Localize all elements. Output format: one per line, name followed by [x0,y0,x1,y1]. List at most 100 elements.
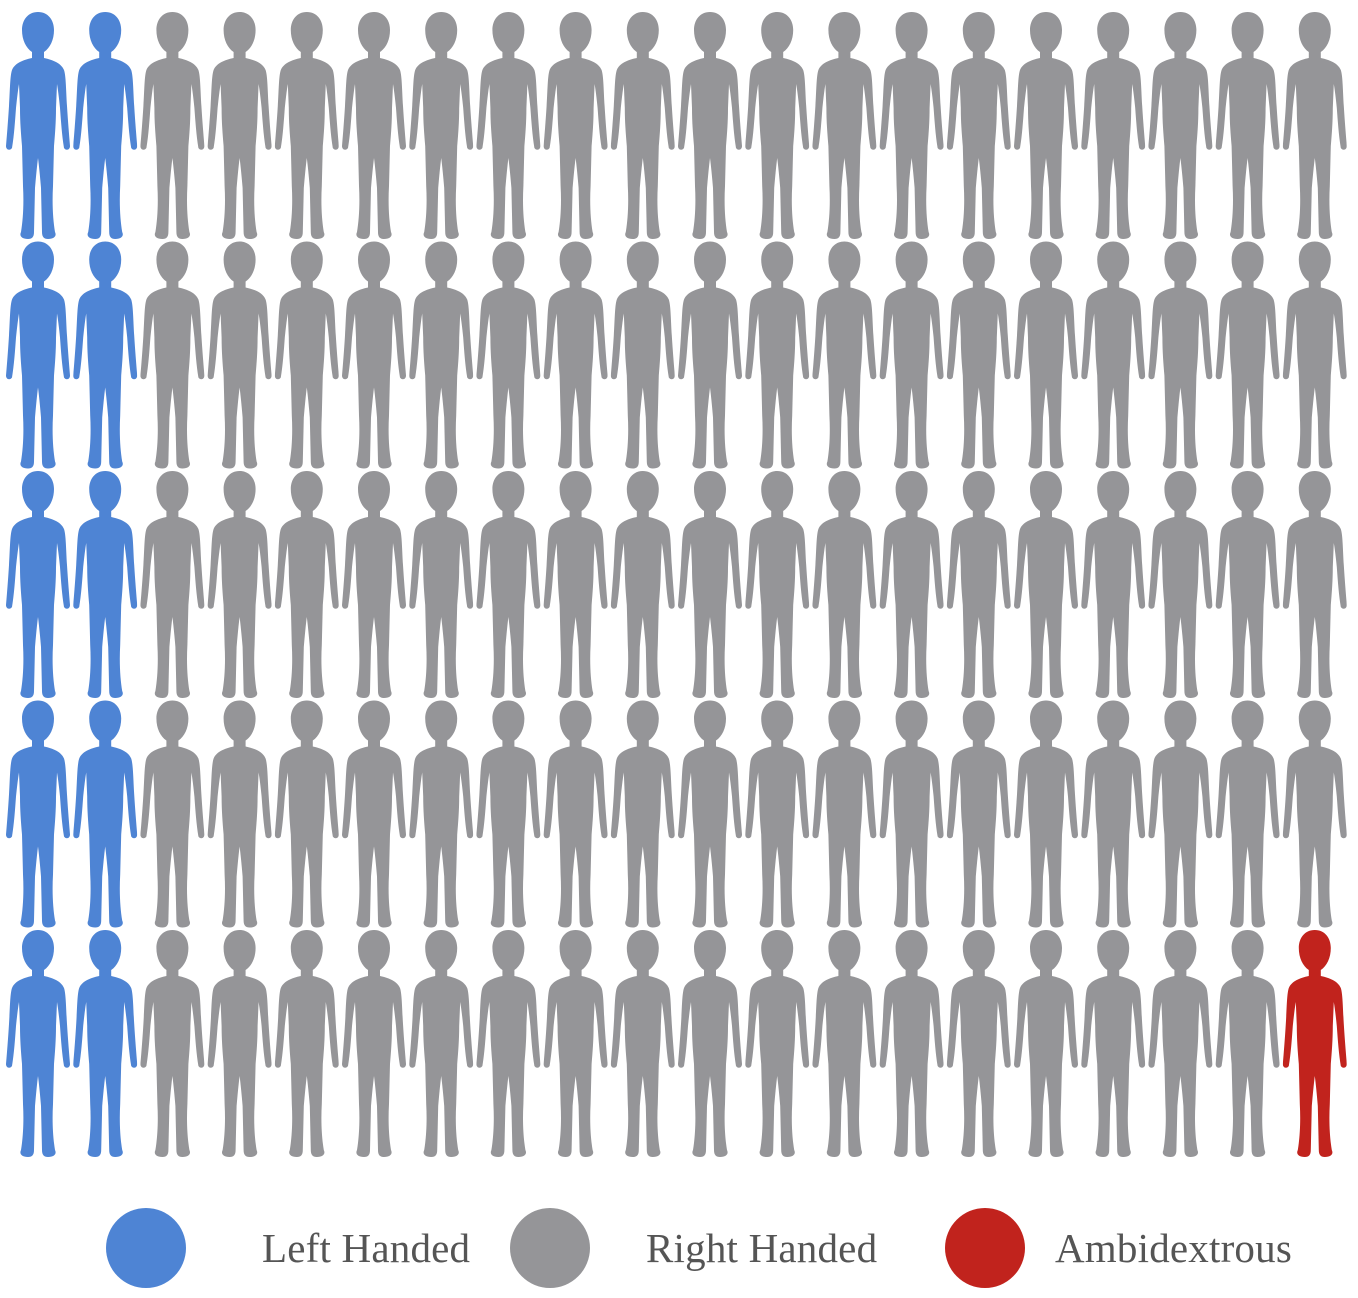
person-icon-right-handed [610,471,675,698]
person-icon-right-handed [409,930,474,1157]
person-icon-right-handed [812,700,877,928]
person-icon-right-handed [678,930,742,1157]
person-icon-right-handed [745,12,810,239]
person-icon-right-handed [476,241,541,469]
person-icon-right-handed [543,241,608,469]
person-icon-right-handed [946,930,1011,1157]
person-icon-right-handed [1014,471,1078,698]
person-icon-right-handed [543,12,608,239]
person-icon-right-handed [476,930,541,1157]
person-icon-right-handed [1148,12,1213,239]
person-icon-right-handed [1282,12,1347,239]
person-icon-right-handed [140,12,205,239]
person-icon-right-handed [342,700,406,928]
person-icon-right-handed [879,12,944,239]
person-icon-right-handed [1282,471,1347,698]
person-icon-right-handed [476,471,541,698]
person-icon-right-handed [1282,700,1347,928]
person-icon-left-handed [73,12,138,239]
person-icon-right-handed [342,241,406,469]
person-icon-right-handed [745,241,810,469]
person-icon-right-handed [207,12,272,239]
person-icon-left-handed [6,930,70,1157]
person-icon-right-handed [610,930,675,1157]
person-icon-left-handed [6,471,70,698]
person-icon-right-handed [1148,471,1213,698]
person-icon-left-handed [73,471,138,698]
person-icon-right-handed [476,12,541,239]
person-icon-right-handed [409,12,474,239]
person-icon-right-handed [207,700,272,928]
legend-swatch-ambidextrous [945,1208,1025,1288]
legend-label-right-handed: Right Handed [646,1225,878,1271]
person-icon-right-handed [1215,930,1280,1157]
person-icon-right-handed [274,930,339,1157]
person-icon-right-handed [140,241,205,469]
person-icon-left-handed [73,700,138,928]
person-icon-right-handed [678,241,742,469]
person-icon-right-handed [543,930,608,1157]
person-icon-right-handed [409,241,474,469]
person-icon-right-handed [1014,241,1078,469]
person-icon-right-handed [610,12,675,239]
person-icon-right-handed [543,700,608,928]
person-icon-right-handed [745,700,810,928]
person-icon-right-handed [879,930,944,1157]
person-icon-right-handed [879,241,944,469]
person-icon-right-handed [207,241,272,469]
person-icon-right-handed [879,700,944,928]
legend-label-left-handed: Left Handed [262,1225,471,1271]
person-icon-right-handed [812,471,877,698]
legend: Left Handed Right Handed Ambidextrous [0,1200,1358,1294]
person-icon-right-handed [812,241,877,469]
person-icon-left-handed [6,700,70,928]
legend-item-ambidextrous: Ambidextrous [945,1208,1292,1288]
person-icon-right-handed [1148,241,1213,469]
person-icon-right-handed [342,471,406,698]
person-icon-right-handed [409,471,474,698]
person-icon-right-handed [812,930,877,1157]
person-icon-right-handed [610,700,675,928]
person-icon-right-handed [140,471,205,698]
person-icon-right-handed [610,241,675,469]
person-icon-right-handed [1148,700,1213,928]
person-icon-right-handed [879,471,944,698]
person-icon-right-handed [1081,241,1146,469]
person-icon-right-handed [274,241,339,469]
person-icon-right-handed [678,471,742,698]
icon-grid [6,12,1347,1157]
person-icon-left-handed [73,930,138,1157]
person-icon-right-handed [946,241,1011,469]
person-icon-right-handed [207,471,272,698]
person-icon-left-handed [73,241,138,469]
person-icon-right-handed [812,12,877,239]
legend-item-left-handed: Left Handed [106,1208,470,1288]
person-icon-left-handed [6,12,70,239]
legend-swatch-right-handed [510,1208,590,1288]
person-icon-right-handed [1215,241,1280,469]
person-icon-right-handed [1215,471,1280,698]
person-icon-right-handed [476,700,541,928]
person-icon-right-handed [1215,12,1280,239]
person-icon-right-handed [1282,241,1347,469]
person-icon-right-handed [1215,700,1280,928]
person-icon-right-handed [1148,930,1213,1157]
person-icon-right-handed [1014,12,1078,239]
person-icon-right-handed [140,930,205,1157]
legend-label-ambidextrous: Ambidextrous [1055,1225,1292,1271]
person-icon-right-handed [274,700,339,928]
person-icon-right-handed [1014,700,1078,928]
legend-item-right-handed: Right Handed [510,1208,877,1288]
person-icon-ambidextrous [1282,930,1347,1157]
person-icon-right-handed [946,700,1011,928]
person-icon-right-handed [745,930,810,1157]
person-icon-right-handed [342,930,406,1157]
person-icon-right-handed [274,12,339,239]
person-icon-right-handed [1081,700,1146,928]
person-icon-right-handed [678,700,742,928]
person-icon-right-handed [946,471,1011,698]
person-icon-right-handed [745,471,810,698]
pictogram-chart [6,12,1347,1157]
person-icon-right-handed [946,12,1011,239]
person-icon-right-handed [1014,930,1078,1157]
